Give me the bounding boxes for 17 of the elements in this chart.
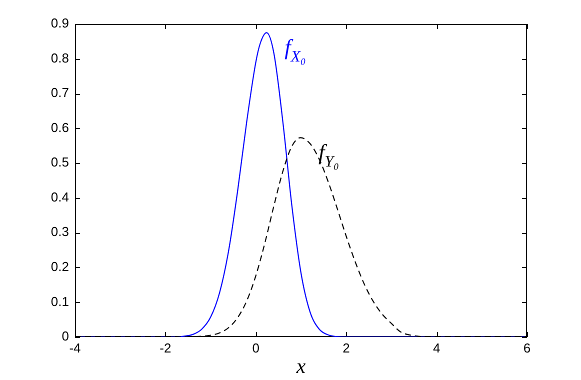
y-tick-label: 0.9	[50, 16, 69, 31]
y-tick-label: 0.6	[50, 120, 69, 135]
x-tick-label: -4	[69, 340, 81, 356]
y-tick-label: 0.7	[50, 85, 69, 100]
y-tick-label: 0.5	[50, 154, 69, 170]
y-tick-label: 0.8	[50, 50, 69, 66]
y-tick-label: 0.4	[50, 189, 69, 204]
y-tick-label: 0.2	[50, 259, 69, 274]
y-tick-label: 0.1	[50, 294, 69, 309]
y-tick-label: 0.3	[50, 224, 69, 240]
x-axis-title: x	[295, 354, 306, 378]
x-tick-label: 2	[342, 340, 350, 356]
y-tick-label: 0	[62, 328, 69, 344]
x-tick-label: -2	[160, 340, 172, 356]
x-tick-label: 0	[252, 340, 260, 356]
x-tick-label: 4	[432, 340, 440, 356]
x-tick-label: 6	[523, 340, 531, 356]
